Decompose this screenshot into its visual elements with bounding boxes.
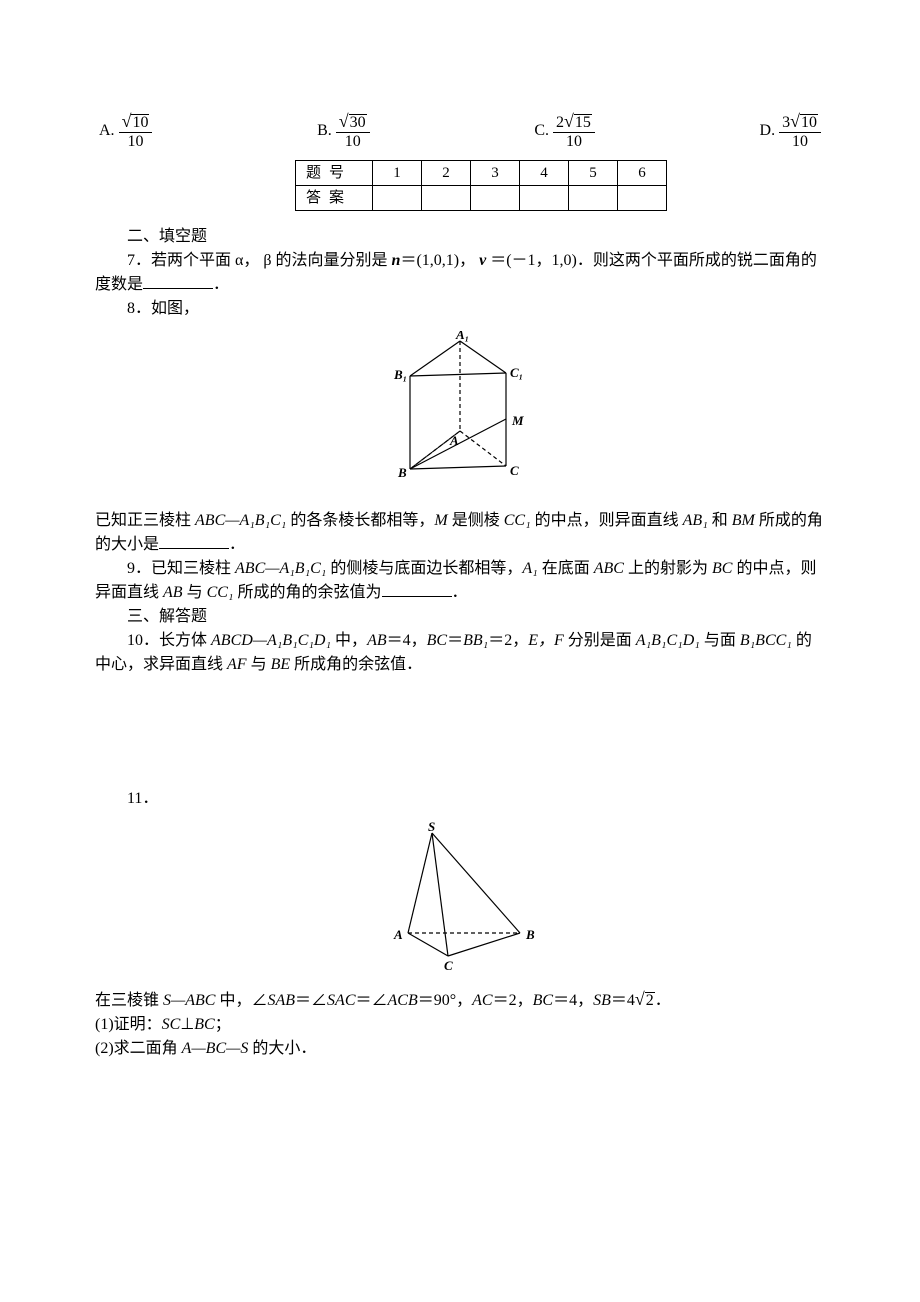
grid-ans xyxy=(618,186,667,211)
figure-q11: S A B C xyxy=(95,821,825,979)
grid-label-1: 题号 xyxy=(296,161,373,186)
section-3-heading: 三、解答题 xyxy=(95,605,825,629)
grid-col: 6 xyxy=(618,161,667,186)
tetrahedron-icon: S A B C xyxy=(370,821,550,971)
option-C-frac: 2√15 10 xyxy=(553,112,595,150)
q9: 9．已知三棱柱 ABC—A₁B₁C₁ 的侧棱与底面边长都相等，A₁ 在底面 AB… xyxy=(95,557,825,605)
option-B: B. √30 10 xyxy=(317,112,370,150)
label-A: A xyxy=(449,433,459,448)
option-B-frac: √30 10 xyxy=(336,112,370,150)
q11-part2: (2)求二面角 A—BC—S 的大小． xyxy=(95,1037,825,1061)
label-S: S xyxy=(428,821,435,834)
grid-col: 4 xyxy=(520,161,569,186)
q11-part1: (1)证明：SC⊥BC； xyxy=(95,1013,825,1037)
label-C: C xyxy=(510,463,519,478)
label-C: C xyxy=(444,958,453,971)
grid-col: 2 xyxy=(422,161,471,186)
q8-intro: 8．如图， xyxy=(95,297,825,321)
q10: 10．长方体 ABCD—A₁B₁C₁D₁ 中，AB＝4，BC＝BB₁＝2，E，F… xyxy=(95,629,825,677)
q7-blank xyxy=(143,274,213,289)
options-row: A. √10 10 B. √30 10 C. 2√15 10 D. 3√10 1… xyxy=(95,112,825,154)
prism-icon: A₁ B₁ C₁ A B C M xyxy=(380,331,540,491)
option-C: C. 2√15 10 xyxy=(534,112,595,150)
grid-row-answers: 答案 xyxy=(296,186,667,211)
label-A1: A₁ xyxy=(455,331,469,342)
q11-body: 在三棱锥 S—ABC 中，∠SAB＝∠SAC＝∠ACB＝90°，AC＝2，BC＝… xyxy=(95,989,825,1013)
option-D-frac: 3√10 10 xyxy=(779,112,821,150)
label-B: B xyxy=(397,465,407,480)
label-B1: B₁ xyxy=(393,367,407,382)
option-A: A. √10 10 xyxy=(99,112,152,150)
q8-body: 已知正三棱柱 ABC—A₁B₁C₁ 的各条棱长都相等，M 是侧棱 CC₁ 的中点… xyxy=(95,509,825,557)
option-D-label: D. xyxy=(760,119,776,143)
grid-col: 1 xyxy=(373,161,422,186)
label-C1: C₁ xyxy=(510,365,523,380)
grid-ans xyxy=(569,186,618,211)
option-B-label: B. xyxy=(317,119,332,143)
section-2-heading: 二、填空题 xyxy=(95,225,825,249)
option-A-label: A. xyxy=(99,119,115,143)
label-B: B xyxy=(525,927,535,942)
grid-ans xyxy=(471,186,520,211)
option-C-label: C. xyxy=(534,119,549,143)
q7: 7．若两个平面 α， β 的法向量分别是 n＝(1,0,1)， ν ＝(－1，1… xyxy=(95,249,825,297)
answer-grid: 题号 1 2 3 4 5 6 答案 xyxy=(295,160,667,211)
q8-blank xyxy=(159,534,229,549)
grid-ans xyxy=(422,186,471,211)
grid-row-header: 题号 1 2 3 4 5 6 xyxy=(296,161,667,186)
grid-label-2: 答案 xyxy=(296,186,373,211)
grid-ans xyxy=(520,186,569,211)
grid-ans xyxy=(373,186,422,211)
figure-q8: A₁ B₁ C₁ A B C M xyxy=(95,331,825,499)
label-A: A xyxy=(393,927,403,942)
grid-col: 3 xyxy=(471,161,520,186)
grid-col: 5 xyxy=(569,161,618,186)
option-A-frac: √10 10 xyxy=(119,112,153,150)
spacer xyxy=(95,677,825,787)
label-M: M xyxy=(511,413,524,428)
q9-blank xyxy=(382,582,452,597)
option-D: D. 3√10 10 xyxy=(760,112,821,150)
q11-intro: 11． xyxy=(95,787,825,811)
